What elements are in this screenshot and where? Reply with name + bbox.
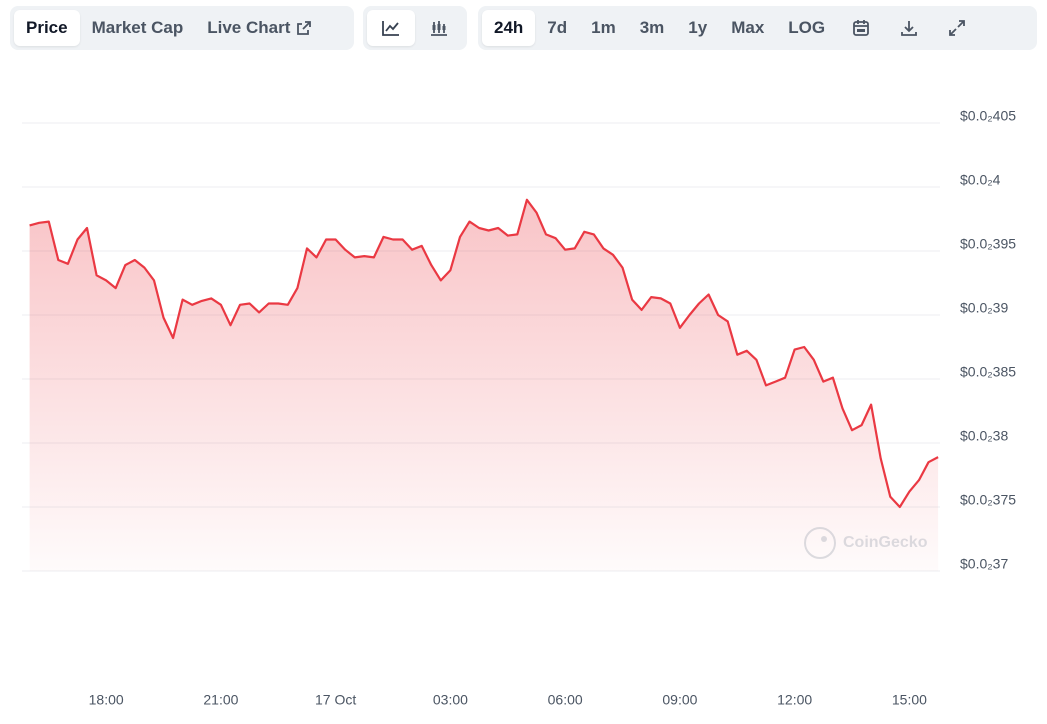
x-tick-label: 21:00 xyxy=(203,692,238,708)
y-tick-label: $0.0₂37 xyxy=(960,556,1008,572)
range-tabs: 24h 7d 1m 3m 1y Max LOG xyxy=(478,6,1037,50)
external-icon xyxy=(297,21,312,35)
expand-icon xyxy=(949,20,966,36)
chart-style xyxy=(363,6,467,50)
candle-icon xyxy=(431,21,447,36)
range[interactable]: 3m xyxy=(639,18,665,37)
area xyxy=(29,199,939,572)
watermark-text: CoinGecko xyxy=(843,534,928,551)
x-tick-label: 03:00 xyxy=(433,692,468,708)
y-tick-label: $0.0₂39 xyxy=(960,300,1008,316)
range[interactable]: 1y xyxy=(688,18,708,37)
x-tick-label: 17 Oct xyxy=(315,692,356,708)
x-tick-label: 15:00 xyxy=(892,692,927,708)
x-tick-label: 12:00 xyxy=(777,692,812,708)
range[interactable]: 24h xyxy=(482,10,536,46)
price-line xyxy=(29,198,939,509)
y-tick-label: $0.0₂38 xyxy=(960,428,1008,444)
x-tick-label: 18:00 xyxy=(89,692,124,708)
candle-button[interactable] xyxy=(415,10,463,46)
y-tick-label: $0.0₂4 xyxy=(960,172,1001,188)
fullscreen-button[interactable] xyxy=(933,10,981,46)
download-icon xyxy=(901,21,918,36)
watermark: CoinGecko xyxy=(804,527,928,559)
x-tick-label: 09:00 xyxy=(662,692,697,708)
y-tick-label: $0.0₂395 xyxy=(960,236,1016,252)
range[interactable]: Max xyxy=(731,18,765,37)
range[interactable]: 1m xyxy=(591,18,616,37)
download-button[interactable] xyxy=(885,10,933,46)
tab[interactable]: Live Chart xyxy=(195,10,324,46)
calendar-icon xyxy=(853,20,870,36)
x-tick-label: 06:00 xyxy=(548,692,583,708)
log-toggle[interactable]: LOG xyxy=(788,18,826,37)
view-tabs: Price Market Cap Live Chart xyxy=(10,6,354,50)
y-tick-label: $0.0₂385 xyxy=(960,364,1016,380)
y-tick-label: $0.0₂375 xyxy=(960,492,1016,508)
tab[interactable]: Price xyxy=(14,10,80,46)
y-tick-label: $0.0₂405 xyxy=(960,108,1016,124)
tab[interactable]: Market Cap xyxy=(91,18,184,37)
line-button[interactable] xyxy=(367,10,415,46)
tab-label: Live Chart xyxy=(207,18,291,37)
range[interactable]: 7d xyxy=(547,18,568,37)
calendar-button[interactable] xyxy=(837,10,885,46)
line-icon xyxy=(382,21,399,36)
